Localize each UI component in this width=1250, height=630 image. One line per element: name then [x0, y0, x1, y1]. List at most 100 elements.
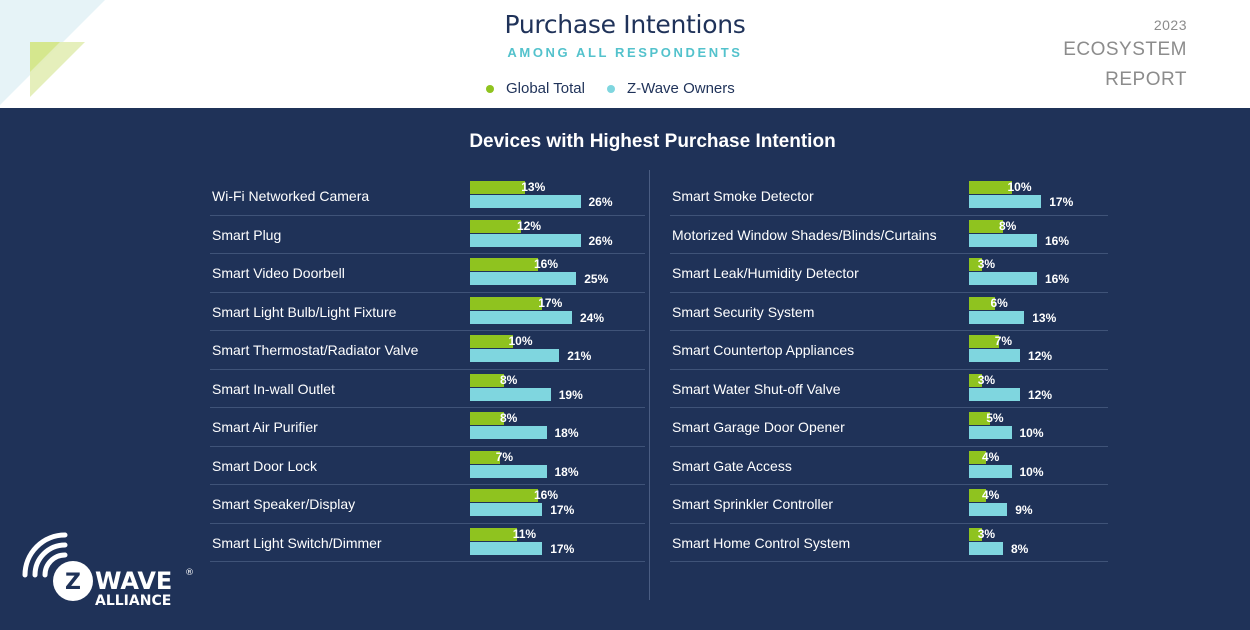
category-label: Smart Sprinkler Controller [672, 496, 834, 512]
category-label: Smart Light Switch/Dimmer [212, 534, 382, 551]
report-line-1: ECOSYSTEM [1063, 39, 1187, 60]
bar-row-right-0: Smart Smoke Detector 10% 17% [670, 177, 1108, 216]
bar-global [969, 181, 1012, 194]
value-label-zwave: 17% [550, 541, 575, 556]
bar-global [470, 296, 543, 310]
bar-global [470, 335, 513, 348]
bar-row-left-8: Smart Speaker/Display 16% 17% [210, 485, 645, 524]
bar-row-left-7: Smart Door Lock 7% 18% [210, 447, 645, 485]
bar-row-right-1: Motorized Window Shades/Blinds/Curtains 8… [670, 216, 1108, 254]
value-label-global: 16% [534, 257, 559, 271]
value-label-global: 5% [986, 411, 1004, 425]
bar-zwave [470, 272, 577, 285]
bar-zwave [470, 541, 543, 555]
bar-global [969, 527, 982, 541]
legend-label-zwave: Z-Wave Owners [626, 80, 735, 97]
bar-global [969, 450, 986, 464]
report-year: 2023 [1153, 17, 1187, 33]
category-label: Smart In-wall Outlet [212, 380, 335, 397]
value-label-zwave: 25% [584, 272, 609, 286]
bar-global [969, 258, 982, 271]
legend: Global Total Z-Wave Owners [486, 80, 735, 97]
category-label: Smart Leak/Humidity Detector [672, 265, 859, 281]
value-label-global: 10% [1007, 180, 1032, 194]
bar-row-right-4: Smart Countertop Appliances 7% 12% [670, 331, 1108, 370]
bar-row-right-2: Smart Leak/Humidity Detector 3% 16% [670, 254, 1108, 293]
svg-text:Z: Z [65, 570, 81, 595]
bar-zwave [470, 387, 551, 401]
report-badge: 2023 ECOSYSTEM REPORT [1063, 17, 1187, 92]
bar-global [470, 489, 538, 502]
bar-row-left-2: Smart Video Doorbell 16% 25% [210, 254, 645, 293]
legend-item-global: Global Total [486, 80, 585, 97]
value-label-zwave: 8% [1011, 541, 1029, 556]
value-label-global: 17% [538, 295, 563, 310]
page-subtitle: AMONG ALL RESPONDENTS [507, 45, 743, 60]
corner-decoration [0, 0, 105, 105]
bar-zwave [969, 195, 1042, 208]
category-label: Motorized Window Shades/Blinds/Curtains [672, 226, 937, 243]
svg-text:®: ® [185, 568, 194, 578]
value-label-zwave: 19% [558, 387, 583, 402]
value-label-zwave: 17% [1049, 195, 1074, 209]
bar-global [470, 258, 538, 271]
legend-item-zwave: Z-Wave Owners [606, 80, 735, 97]
value-label-zwave: 18% [554, 464, 579, 479]
value-label-zwave: 10% [1019, 426, 1044, 440]
bar-global [969, 412, 991, 425]
bar-zwave [969, 233, 1037, 247]
value-label-zwave: 12% [1028, 387, 1053, 402]
value-label-zwave: 26% [588, 233, 613, 248]
value-label-global: 10% [508, 334, 533, 348]
bar-zwave [969, 503, 1008, 516]
value-label-zwave: 21% [567, 349, 592, 363]
category-label: Smart Plug [212, 226, 282, 243]
value-label-zwave: 12% [1028, 349, 1053, 363]
value-label-global: 6% [990, 295, 1008, 310]
bar-global [470, 450, 500, 464]
value-label-zwave: 18% [554, 426, 579, 440]
bar-global [470, 412, 504, 425]
bar-global [969, 489, 986, 502]
value-label-zwave: 16% [1045, 272, 1070, 286]
legend-label-global: Global Total [506, 80, 585, 97]
bar-zwave [470, 426, 547, 439]
category-label: Smart Water Shut-off Valve [672, 380, 841, 397]
value-label-global: 3% [977, 372, 996, 387]
bar-row-left-3: Smart Light Bulb/Light Fixture 17% 24% [210, 293, 645, 331]
bar-row-left-9: Smart Light Switch/Dimmer 11% 17% [210, 524, 645, 562]
category-label: Smart Door Lock [212, 457, 318, 474]
report-header: Purchase Intentions AMONG ALL RESPONDENT… [0, 0, 1250, 108]
value-label-zwave: 26% [588, 195, 613, 209]
bar-row-right-3: Smart Security System 6% 13% [670, 293, 1108, 331]
category-label: Smart Light Bulb/Light Fixture [212, 303, 397, 320]
svg-text:WAVE: WAVE [95, 567, 172, 595]
bar-global [470, 373, 504, 387]
bar-zwave [470, 464, 547, 478]
bar-zwave [969, 541, 1003, 555]
left-column: Wi-Fi Networked Camera 13% 26% Smart Plug 12… [210, 177, 645, 562]
value-label-zwave: 9% [1015, 503, 1033, 517]
bar-zwave [969, 464, 1012, 478]
right-column: Smart Smoke Detector 10% 17% Motorized Wind… [670, 177, 1108, 562]
legend-dot-global [486, 84, 494, 93]
bar-global [969, 373, 982, 387]
value-label-global: 7% [994, 334, 1013, 348]
bar-row-left-0: Wi-Fi Networked Camera 13% 26% [210, 177, 645, 216]
bar-row-left-5: Smart In-wall Outlet 8% 19% [210, 370, 645, 408]
value-label-zwave: 24% [580, 310, 605, 325]
zwave-logo: Z WAVE ® ALLIANCE [22, 532, 194, 609]
bar-zwave [969, 349, 1020, 362]
value-label-global: 7% [495, 449, 514, 464]
bar-zwave [969, 426, 1012, 439]
category-label: Smart Speaker/Display [212, 496, 356, 512]
bar-zwave [969, 272, 1037, 285]
category-label: Smart Thermostat/Radiator Valve [212, 342, 419, 358]
value-label-zwave: 10% [1019, 464, 1044, 479]
column-divider [649, 170, 650, 600]
bar-row-left-1: Smart Plug 12% 26% [210, 216, 645, 254]
category-label: Smart Gate Access [672, 457, 792, 474]
legend-dot-zwave [606, 84, 615, 93]
category-label: Smart Smoke Detector [672, 188, 814, 204]
bar-global [969, 219, 1003, 233]
